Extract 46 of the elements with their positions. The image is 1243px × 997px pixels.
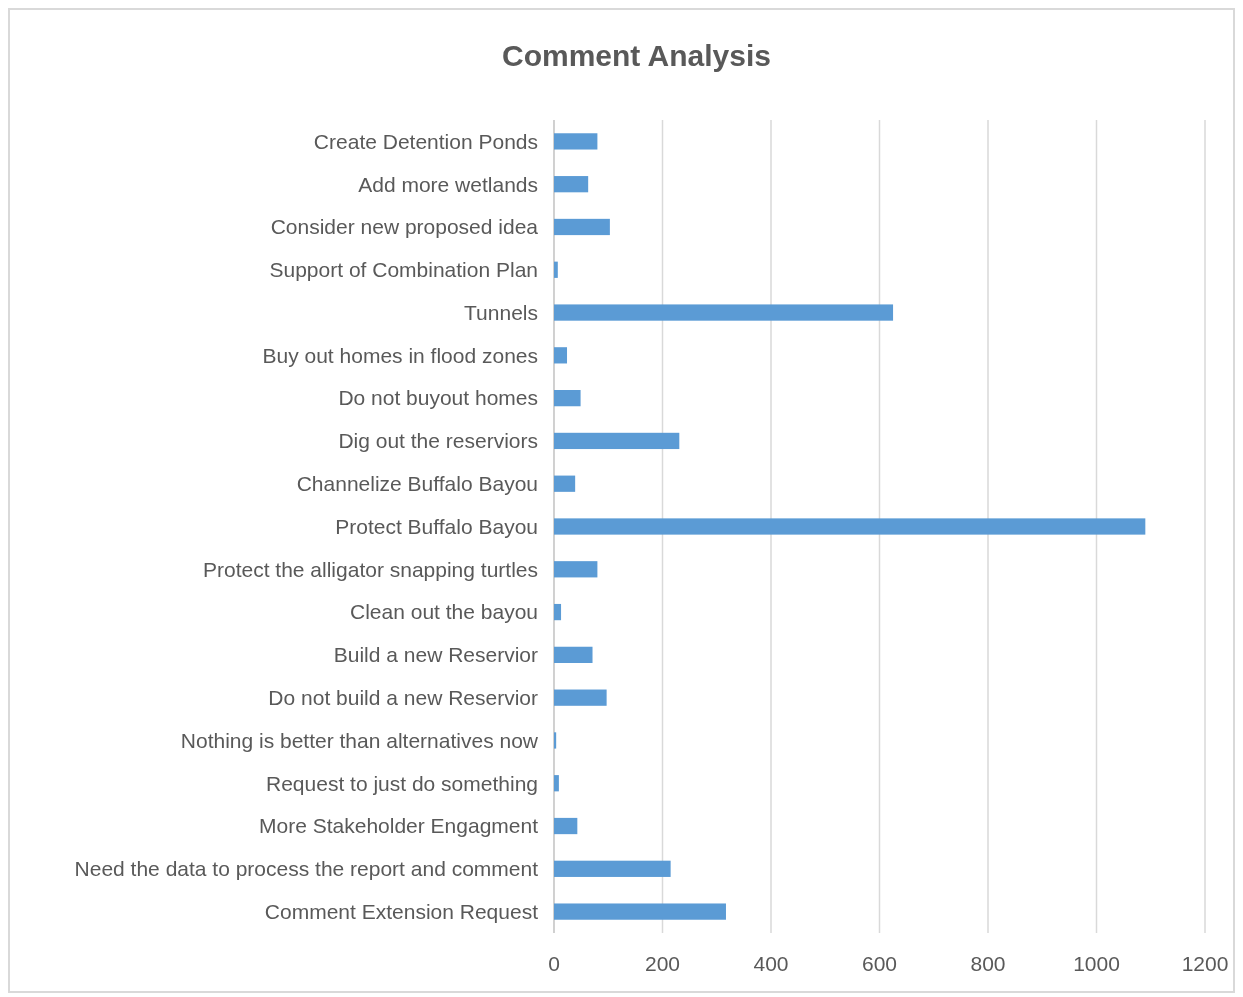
- bar: [554, 561, 598, 578]
- y-tick-label: Dig out the reserviors: [338, 429, 538, 453]
- y-tick-label: Protect Buffalo Bayou: [335, 514, 538, 538]
- bar: [554, 432, 680, 450]
- x-tick-label: 400: [753, 952, 789, 975]
- bar: [554, 903, 726, 920]
- bar: [554, 390, 581, 407]
- bar: [554, 176, 589, 193]
- y-tick-label: Clean out the bayou: [350, 600, 538, 624]
- bar: [554, 133, 598, 150]
- x-tick-label: 1000: [1073, 952, 1120, 975]
- bar: [554, 646, 593, 663]
- bar: [554, 732, 557, 749]
- bar: [554, 475, 576, 492]
- y-tick-label: Do not buyout homes: [338, 386, 538, 410]
- bar: [554, 817, 578, 835]
- y-tick-label: More Stakeholder Engagment: [259, 814, 539, 838]
- y-tick-label: Tunnels: [464, 300, 538, 324]
- y-tick-label: Support of Combination Plan: [269, 258, 538, 282]
- y-tick-label: Buy out homes in flood zones: [262, 343, 538, 367]
- x-tick-label: 600: [861, 952, 898, 975]
- y-tick-label: Request to just do something: [266, 771, 538, 795]
- bar: [554, 689, 607, 706]
- y-tick-label: Channelize Buffalo Bayou: [296, 472, 538, 496]
- y-tick-label: Need the data to process the report and comment: [74, 857, 539, 881]
- x-tick-label: 800: [970, 952, 1006, 975]
- x-tick-label: 0: [548, 952, 560, 975]
- y-tick-label: Do not build a new Reservior: [268, 686, 538, 710]
- y-tick-label: Add more wetlands: [358, 172, 538, 196]
- y-tick-label: Nothing is better than alternatives now: [180, 728, 539, 752]
- y-tick-label: Build a new Reservior: [333, 643, 538, 667]
- x-tick-label: 200: [644, 952, 681, 975]
- y-tick-label: Consider new proposed idea: [270, 215, 539, 239]
- y-tick-label: Comment Extension Request: [264, 899, 539, 923]
- bar: [554, 775, 559, 792]
- x-tick-label: 1200: [1181, 952, 1229, 975]
- bar: [554, 261, 558, 278]
- bar: [554, 860, 671, 877]
- bar: [554, 518, 1146, 535]
- chart-title: Comment Analysis: [502, 39, 771, 72]
- y-tick-label: Protect the alligator snapping turtles: [202, 557, 538, 581]
- bar: [554, 603, 562, 621]
- y-tick-label: Create Detention Ponds: [313, 129, 538, 153]
- bar: [554, 347, 568, 364]
- bar: [554, 304, 894, 321]
- bar: [554, 218, 610, 236]
